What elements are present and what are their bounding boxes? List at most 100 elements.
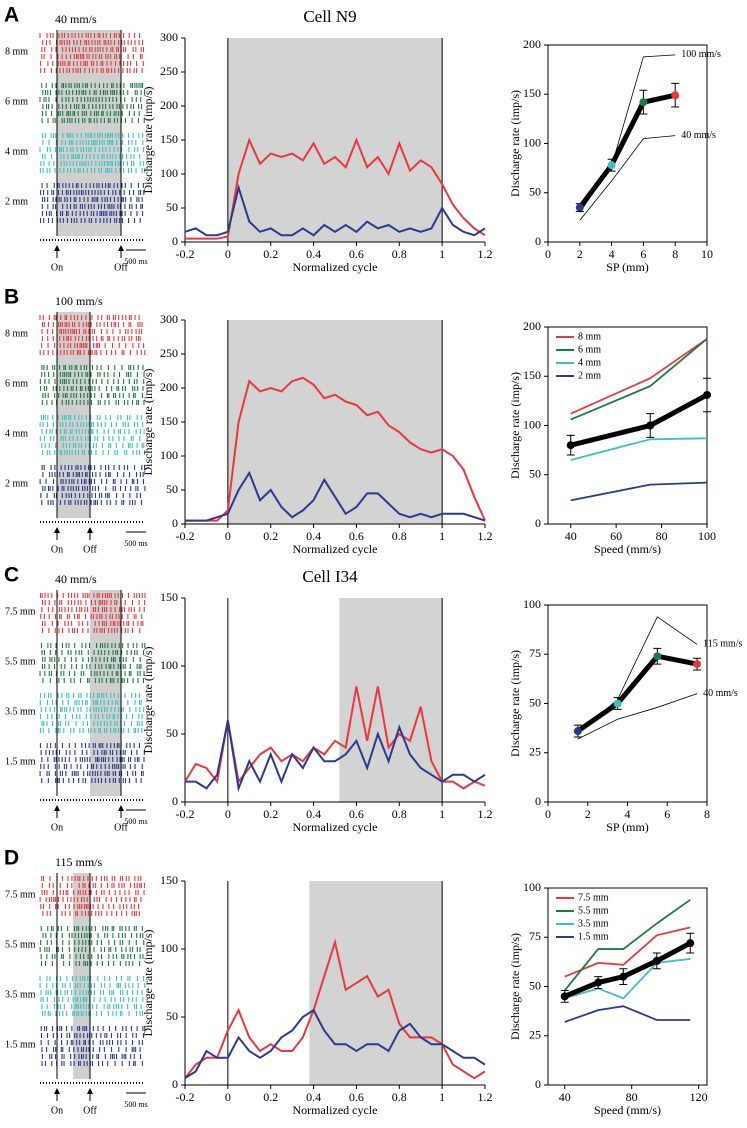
y-tick-label: 0 bbox=[172, 1077, 178, 1091]
mean-point bbox=[671, 91, 680, 100]
series-line bbox=[184, 1008, 486, 1080]
x-axis-label: SP (mm) bbox=[606, 260, 649, 274]
raster-row-label: 6 mm bbox=[5, 96, 28, 107]
series-line bbox=[564, 926, 691, 978]
arrow-label: On bbox=[51, 1105, 63, 1116]
y-tick-label: 50 bbox=[529, 467, 541, 481]
x-tick-label: 0 bbox=[225, 529, 231, 543]
x-tick-label: 0.4 bbox=[306, 529, 321, 543]
y-tick-label: 200 bbox=[523, 319, 541, 333]
series-line bbox=[577, 693, 698, 740]
line-label: 40 mm/s bbox=[681, 130, 716, 141]
y-tick-label: 50 bbox=[529, 185, 541, 199]
y-tick-label: 250 bbox=[160, 64, 178, 78]
x-axis-label: Normalized cycle bbox=[293, 820, 378, 834]
x-tick-label: 6 bbox=[640, 247, 646, 261]
series-line bbox=[577, 616, 698, 734]
series-line bbox=[579, 135, 676, 221]
raster-row-label: 7.5 mm bbox=[5, 889, 36, 900]
y-tick-label: 25 bbox=[529, 745, 541, 759]
line-label: 115 mm/s bbox=[703, 639, 742, 650]
x-tick-label: 1.2 bbox=[478, 807, 493, 821]
legend-label: 5.5 mm bbox=[578, 905, 609, 916]
series-line bbox=[185, 720, 486, 793]
x-tick-label: 0.4 bbox=[306, 807, 321, 821]
raster-row-label: 3.5 mm bbox=[5, 989, 36, 1000]
x-tick-label: 6 bbox=[664, 807, 670, 821]
x-tick-label: -0.2 bbox=[176, 247, 195, 261]
series-line bbox=[184, 938, 486, 1080]
y-tick-label: 100 bbox=[523, 597, 541, 611]
x-tick-label: -0.2 bbox=[176, 1090, 195, 1104]
y-tick-label: 200 bbox=[160, 98, 178, 112]
y-tick-label: 50 bbox=[529, 695, 541, 709]
series-line bbox=[185, 470, 486, 522]
y-tick-label: 0 bbox=[535, 516, 541, 530]
mean-point bbox=[646, 421, 655, 430]
y-tick-label: 300 bbox=[160, 30, 178, 44]
series-line bbox=[570, 437, 708, 461]
y-axis-label: Discharge rate (imp/s) bbox=[141, 368, 155, 475]
y-tick-label: 250 bbox=[160, 346, 178, 360]
y-tick-label: 100 bbox=[523, 880, 541, 894]
x-tick-label: 1 bbox=[439, 807, 445, 821]
x-axis-label: Normalized cycle bbox=[293, 542, 378, 556]
x-tick-label: 0.4 bbox=[306, 1090, 321, 1104]
y-tick-label: 75 bbox=[529, 929, 541, 943]
x-tick-label: 1.2 bbox=[478, 529, 493, 543]
y-axis-label: Discharge rate (imp/s) bbox=[141, 646, 155, 753]
y-tick-label: 25 bbox=[529, 1028, 541, 1042]
y-tick-label: 200 bbox=[523, 37, 541, 51]
mean-line bbox=[577, 92, 676, 210]
panel-letter: B bbox=[4, 286, 19, 309]
mean-point bbox=[607, 161, 616, 170]
legend-label: 1.5 mm bbox=[578, 931, 609, 942]
mean-point bbox=[639, 98, 648, 107]
y-tick-label: 100 bbox=[160, 941, 178, 955]
y-tick-label: 100 bbox=[523, 417, 541, 431]
arrow-head bbox=[87, 527, 93, 533]
y-axis-label: Discharge rate (imp/s) bbox=[508, 372, 522, 479]
x-tick-label: 60 bbox=[610, 529, 622, 543]
x-tick-label: 0 bbox=[225, 1090, 231, 1104]
y-tick-label: 75 bbox=[529, 646, 541, 660]
x-tick-label: 1 bbox=[439, 529, 445, 543]
plot-frame bbox=[547, 887, 708, 1086]
y-tick-label: 150 bbox=[160, 590, 178, 604]
mean-point bbox=[703, 390, 711, 399]
panel-letter: C bbox=[4, 564, 19, 587]
y-tick-label: 50 bbox=[166, 1009, 178, 1023]
x-tick-label: 0 bbox=[545, 247, 551, 261]
arrow-label: On bbox=[51, 822, 63, 833]
y-tick-label: 150 bbox=[160, 414, 178, 428]
x-tick-label: 1.2 bbox=[478, 247, 493, 261]
y-tick-label: 150 bbox=[160, 873, 178, 887]
x-tick-label: 0.2 bbox=[263, 247, 278, 261]
y-tick-label: 150 bbox=[160, 132, 178, 146]
series-line bbox=[564, 1005, 691, 1023]
stimulus-shade bbox=[227, 38, 443, 242]
mean-point bbox=[594, 978, 603, 987]
legend-label: 2 mm bbox=[578, 370, 601, 381]
scale-label: 500 ms bbox=[124, 257, 147, 266]
x-tick-label: 0.2 bbox=[263, 1090, 278, 1104]
raster-row-label: 4 mm bbox=[5, 146, 28, 157]
arrow-head bbox=[118, 245, 124, 251]
y-tick-label: 100 bbox=[160, 166, 178, 180]
series-line bbox=[185, 137, 486, 240]
y-tick-label: 150 bbox=[523, 86, 541, 100]
x-axis-label: Normalized cycle bbox=[293, 260, 378, 274]
legend-label: 6 mm bbox=[578, 344, 601, 355]
raster-row-label: 1.5 mm bbox=[5, 756, 36, 767]
arrow-label: On bbox=[51, 262, 63, 273]
y-tick-label: 50 bbox=[529, 978, 541, 992]
x-tick-label: 120 bbox=[690, 1090, 708, 1104]
x-axis-label: Normalized cycle bbox=[293, 1103, 378, 1117]
speed-label: 100 mm/s bbox=[55, 294, 103, 308]
x-tick-label: 40 bbox=[559, 1090, 571, 1104]
x-tick-label: 10 bbox=[701, 247, 713, 261]
arrow-label: Off bbox=[83, 544, 97, 555]
x-tick-label: -0.2 bbox=[176, 807, 195, 821]
panel-letter: D bbox=[4, 847, 19, 870]
mean-line bbox=[570, 392, 709, 448]
